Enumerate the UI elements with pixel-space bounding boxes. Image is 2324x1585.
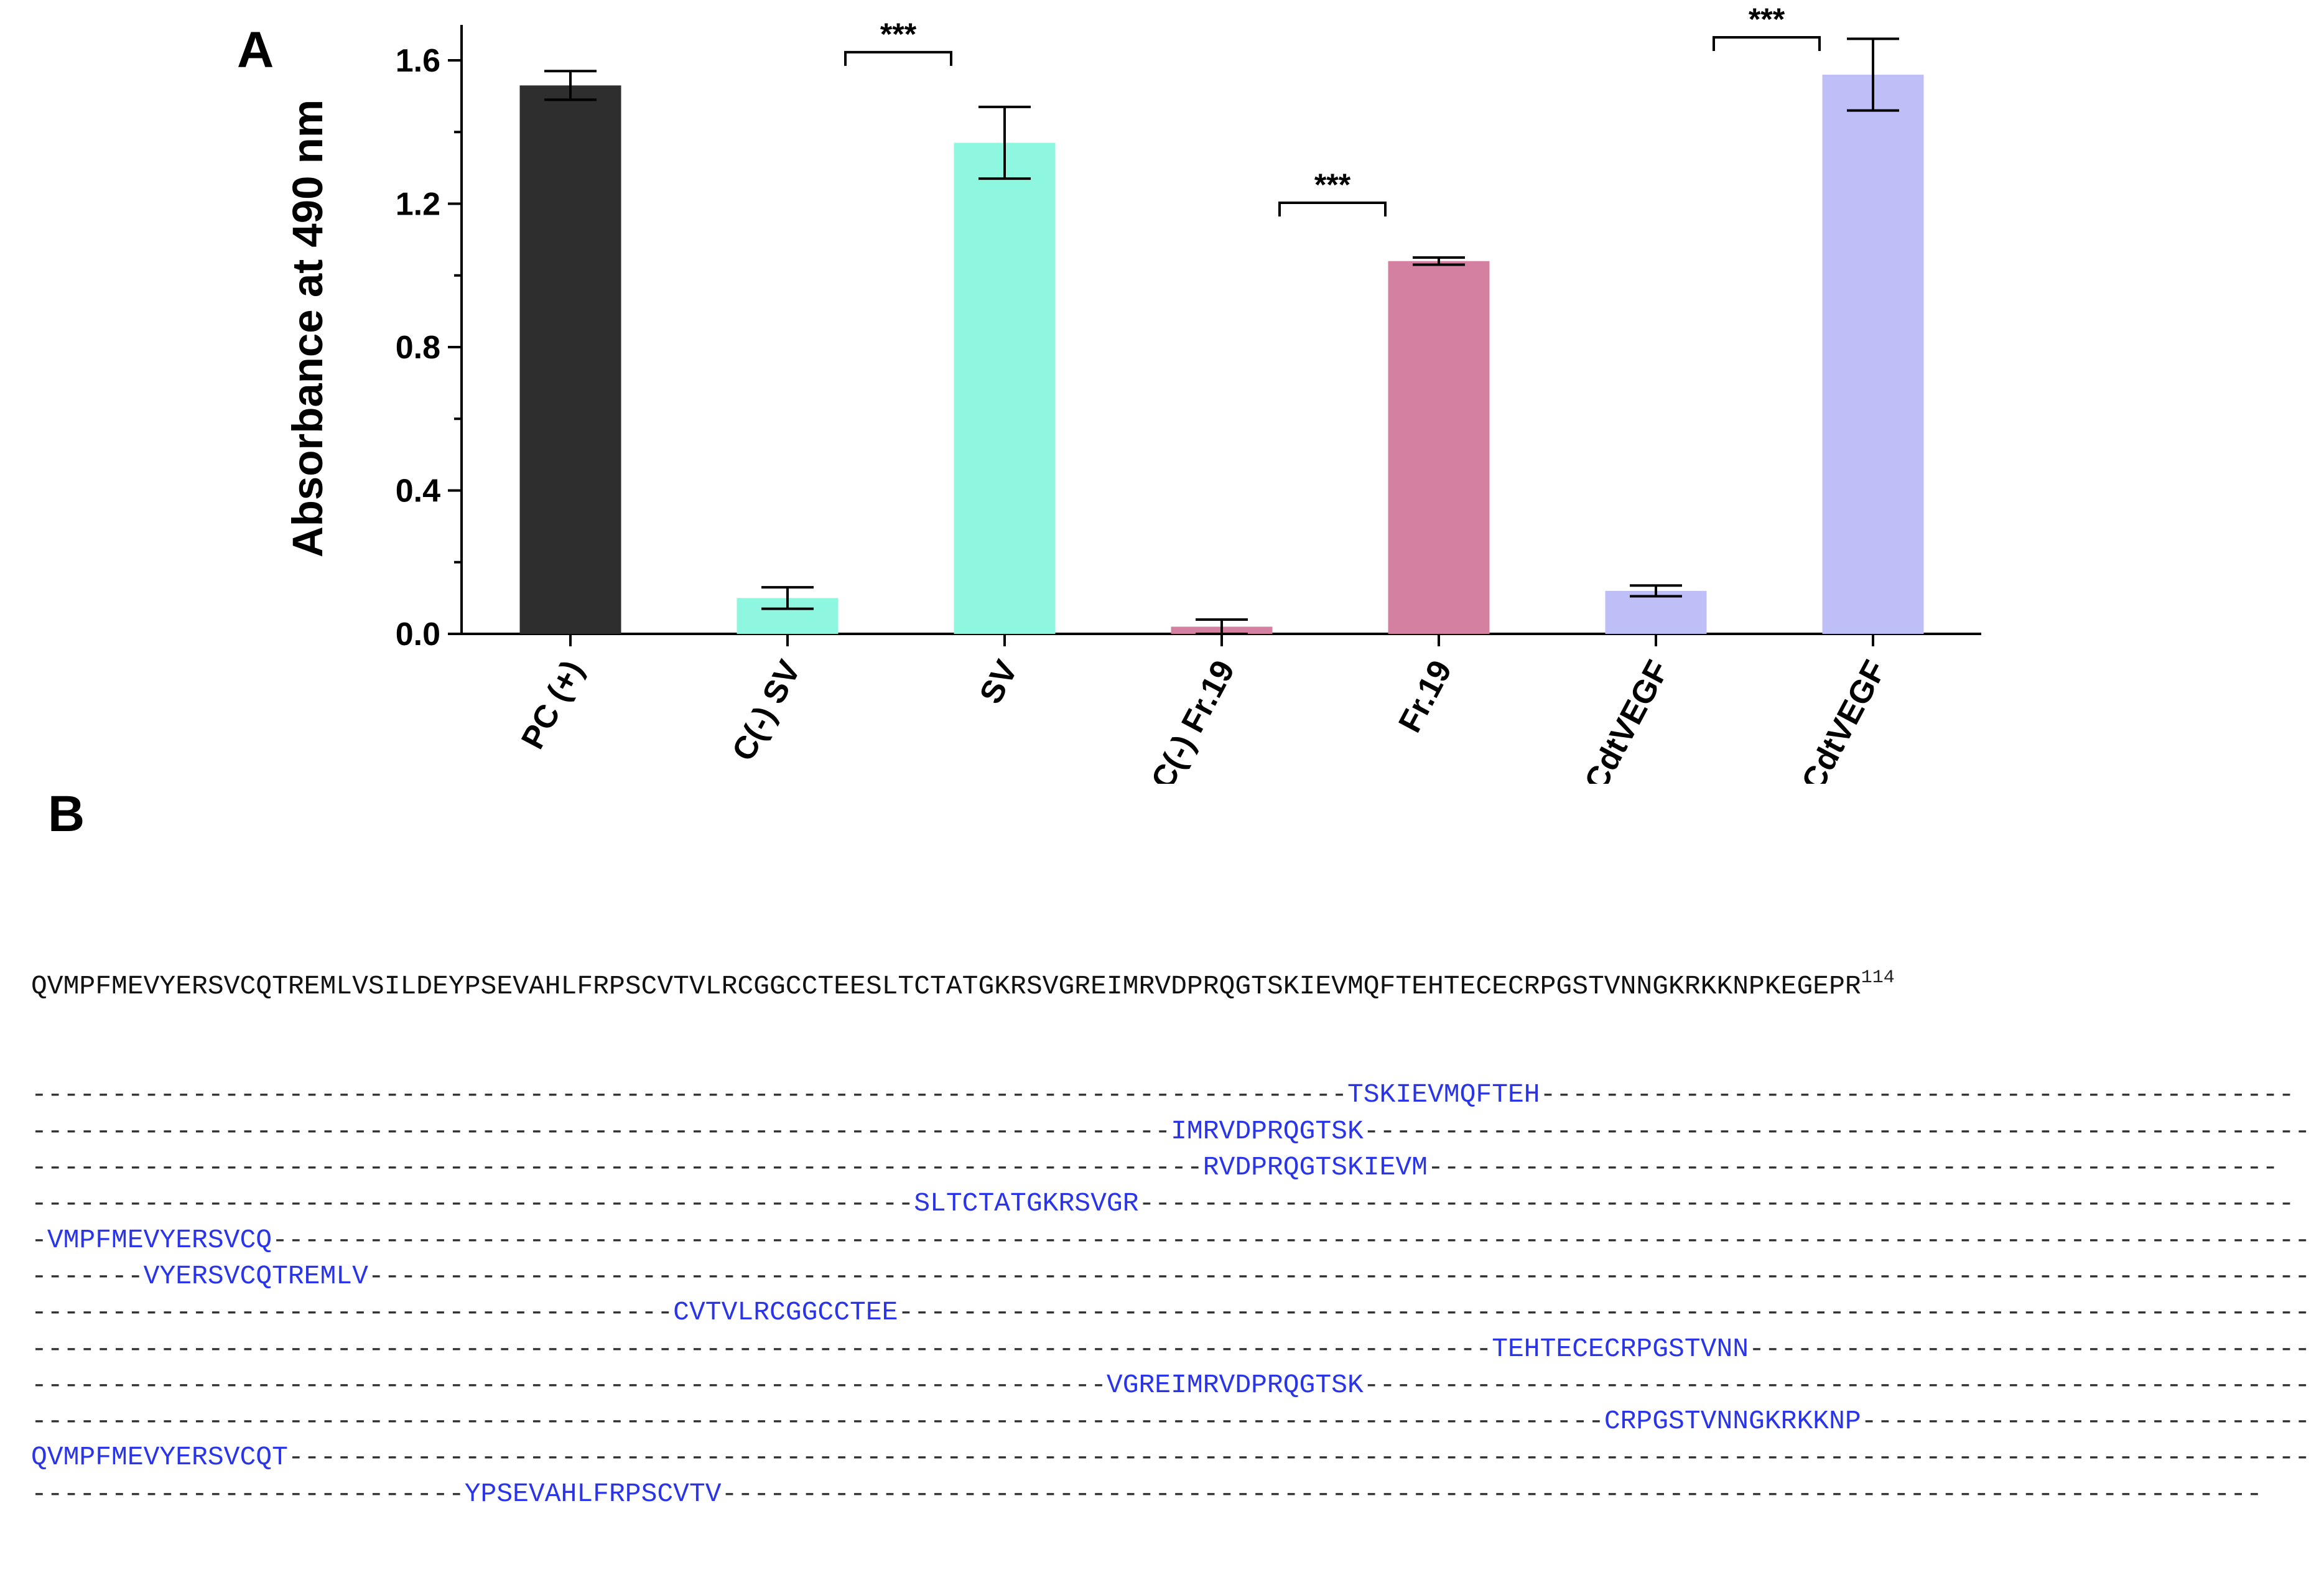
peptide-line: ----------------------------------------… bbox=[31, 1403, 2314, 1439]
gap-dashes: ----------------------------------------… bbox=[31, 1152, 1203, 1183]
peptide-line: ----------------------------------------… bbox=[31, 1186, 2314, 1222]
sequence-alignment: QVMPFMEVYERSVCQTREMLVSILDEYPSEVAHLFRPSCV… bbox=[31, 896, 2314, 1585]
peptide-sequence: TSKIEVMQFTEH bbox=[1347, 1079, 1540, 1110]
peptide-sequence: TEHTECECRPGSTVNN bbox=[1492, 1333, 1749, 1364]
gap-dashes: ----------------------------------------… bbox=[368, 1260, 2314, 1291]
bar bbox=[1388, 261, 1490, 634]
gap-dashes: ----------------------------------------… bbox=[898, 1297, 2314, 1328]
gap-dashes: ----------------------------------------… bbox=[272, 1224, 2314, 1255]
bar-chart: 0.0 0.4 0.8 1.2 1.6 Absorbance at 490 nm PC (+… bbox=[284, 2, 1981, 784]
x-tick-label: C(-) SV bbox=[725, 654, 808, 767]
y-tick-label: 0.8 bbox=[396, 330, 440, 366]
y-tick-label: 0.0 bbox=[396, 616, 440, 653]
x-tick-label: C(-) CdtVEGF bbox=[1547, 654, 1676, 784]
x-tick-label: Fr.19 bbox=[1392, 654, 1459, 738]
significance-label: *** bbox=[1749, 2, 1785, 37]
peptide-line: ----------------------------------------… bbox=[31, 1077, 2314, 1113]
gap-dashes: ----------------------------------------… bbox=[1363, 1115, 2311, 1146]
gap-dashes: ------------------------------- bbox=[1861, 1406, 2314, 1437]
peptide-line: ---------------------------YPSEVAHLFRPSC… bbox=[31, 1476, 2314, 1512]
significance-bracket bbox=[844, 50, 952, 66]
y-tick-label: 0.4 bbox=[396, 473, 440, 509]
gap-dashes: ---------------------------------------- bbox=[31, 1297, 674, 1328]
gap-dashes: --------------------------- bbox=[31, 1478, 465, 1509]
peptide-line: ----------------------------------------… bbox=[31, 1150, 2314, 1186]
gap-dashes: ----------------------------------------… bbox=[31, 1406, 1604, 1437]
x-tick-label: CdtVEGF bbox=[1795, 654, 1893, 784]
gap-dashes: ----------------------------------------… bbox=[1138, 1188, 2295, 1219]
bar bbox=[519, 85, 621, 634]
significance-bracket bbox=[1278, 201, 1387, 216]
significance-label: *** bbox=[1314, 167, 1351, 202]
y-axis-label: Absorbance at 490 nm bbox=[284, 100, 332, 557]
gap-dashes: ----------------------------------------… bbox=[31, 1333, 1492, 1364]
x-tick-label: C(-) Fr.19 bbox=[1145, 654, 1242, 784]
gap-dashes: ----------------------------------------… bbox=[1363, 1369, 2314, 1400]
reference-sequence-line: QVMPFMEVYERSVCQTREMLVSILDEYPSEVAHLFRPSCV… bbox=[31, 969, 2314, 1005]
peptide-sequence: CVTVLRCGGCCTEE bbox=[673, 1297, 898, 1328]
sequence-length-label: 114 bbox=[1861, 968, 1895, 988]
peptide-sequence: VGREIMRVDPRQGTSK bbox=[1106, 1369, 1364, 1400]
gap-dashes: ----------------------------------------… bbox=[31, 1188, 914, 1219]
gap-dashes: ----------------------------------------… bbox=[31, 1079, 1347, 1110]
y-tick-label: 1.2 bbox=[396, 187, 440, 223]
peptide-line: -VMPFMEVYERSVCQ-------------------------… bbox=[31, 1222, 2314, 1258]
y-tick-label: 1.6 bbox=[396, 43, 440, 79]
gap-dashes: ----------------------------------------… bbox=[1540, 1079, 2295, 1110]
peptide-line: QVMPFMEVYERSVCQT------------------------… bbox=[31, 1439, 2314, 1476]
peptide-list: ----------------------------------------… bbox=[31, 1077, 2314, 1512]
peptide-line: ----------------------------------------… bbox=[31, 1294, 2314, 1331]
peptide-sequence: RVDPRQGTSKIEVM bbox=[1202, 1152, 1428, 1183]
peptide-sequence: YPSEVAHLFRPSCVTV bbox=[464, 1478, 722, 1509]
peptide-line: ----------------------------------------… bbox=[31, 1367, 2314, 1403]
bar bbox=[1822, 75, 1924, 634]
gap-dashes: ----------------------------------------… bbox=[721, 1478, 2262, 1509]
significance-bracket bbox=[1713, 36, 1821, 51]
bar bbox=[954, 142, 1056, 634]
peptide-line: ----------------------------------------… bbox=[31, 1331, 2314, 1367]
gap-dashes: - bbox=[31, 1224, 47, 1255]
gap-dashes: ----------------------------------------… bbox=[31, 1115, 1171, 1146]
peptide-sequence: SLTCTATGKRSVGR bbox=[914, 1188, 1139, 1219]
panel-a-label: A bbox=[237, 22, 274, 78]
peptide-sequence: VYERSVCQTREMLV bbox=[143, 1260, 368, 1291]
peptide-sequence: QVMPFMEVYERSVCQT bbox=[31, 1442, 288, 1473]
peptide-line: ----------------------------------------… bbox=[31, 1113, 2314, 1150]
gap-dashes: ----------------------------------------… bbox=[287, 1442, 2311, 1473]
peptide-sequence: VMPFMEVYERSVCQ bbox=[47, 1224, 272, 1255]
reference-sequence: QVMPFMEVYERSVCQTREMLVSILDEYPSEVAHLFRPSCV… bbox=[31, 970, 1861, 1002]
x-tick-label: SV bbox=[973, 654, 1025, 710]
significance-label: *** bbox=[880, 17, 917, 52]
x-tick-label: PC (+) bbox=[514, 654, 590, 755]
peptide-line: -------VYERSVCQTREMLV-------------------… bbox=[31, 1258, 2314, 1294]
gap-dashes: ------------------------------------- bbox=[1749, 1333, 2314, 1364]
peptide-sequence: IMRVDPRQGTSK bbox=[1171, 1115, 1364, 1146]
figure: A 0.0 0.4 0.8 1.2 1.6 Absorbance at 490 nm PC … bbox=[31, 2, 2314, 1509]
gap-dashes: ----------------------------------------… bbox=[1427, 1152, 2279, 1183]
gap-dashes: ----------------------------------------… bbox=[31, 1369, 1107, 1400]
panel-b-label: B bbox=[48, 786, 85, 842]
peptide-sequence: CRPGSTVNNGKRKKNP bbox=[1604, 1406, 1861, 1437]
gap-dashes: ------- bbox=[31, 1260, 144, 1291]
bar bbox=[1605, 590, 1707, 634]
